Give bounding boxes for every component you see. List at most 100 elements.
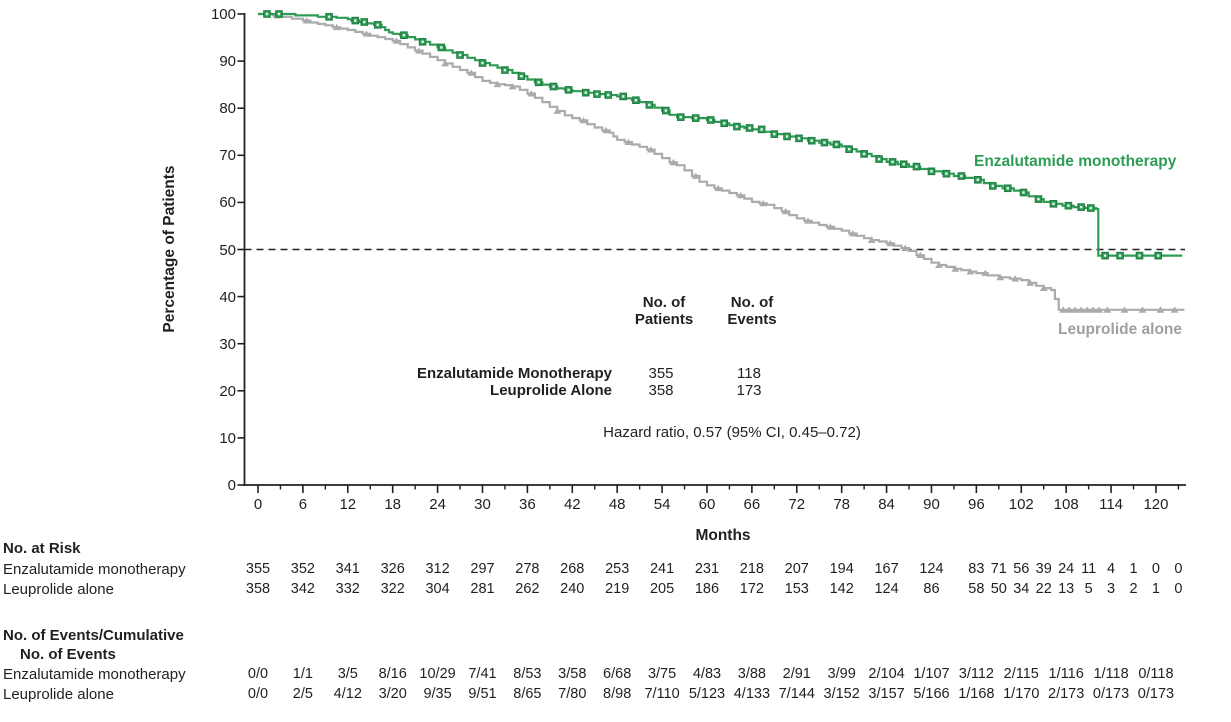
x-tick-label: 120 [1143,496,1169,513]
y-axis-title: Percentage of Patients [161,165,178,333]
at-risk-value-enzalutamide: 1 [1129,561,1138,577]
inset-header-events-line1: No. of [730,294,774,311]
censor-mark-triangle [646,146,655,153]
x-tick-label: 84 [878,496,895,513]
censor-mark-triangle [414,47,423,54]
at-risk-value-leuprolide: 358 [245,581,271,597]
events-value-leuprolide: 2/5 [292,686,313,702]
censor-mark-triangle [1059,306,1068,313]
x-tick-label: 90 [923,496,940,513]
x-tick-label: 24 [429,496,446,513]
censor-mark-triangle [624,138,633,146]
at-risk-value-leuprolide: 50 [990,581,1007,597]
inset-enza-events: 118 [737,365,761,382]
x-tick-label: 36 [519,496,536,513]
events-value-leuprolide: 0/0 [247,686,269,702]
events-value-enzalutamide: 8/53 [513,666,542,682]
events-value-enzalutamide: 4/83 [692,666,722,682]
at-risk-row-label-leuprolide: Leuprolide alone [3,581,114,598]
inset-header-patients-line1: No. of [642,294,686,311]
events-value-leuprolide: 9/51 [468,686,497,702]
events-value-enzalutamide: 7/41 [468,666,497,682]
events-value-enzalutamide: 0/0 [247,666,269,682]
x-tick-label: 48 [608,496,626,513]
at-risk-value-enzalutamide: 268 [560,561,585,577]
at-risk-value-enzalutamide: 83 [968,561,985,577]
at-risk-value-enzalutamide: 297 [470,561,495,577]
at-risk-value-leuprolide: 205 [649,581,675,597]
curve-leuprolide [258,12,1185,311]
censor-mark-triangle [901,244,910,251]
at-risk-value-leuprolide: 5 [1084,581,1093,597]
censor-mark-triangle [579,117,588,124]
events-value-leuprolide: 4/133 [733,686,771,702]
censor-mark-triangle [886,239,895,247]
inset-header-patients-line2: Patients [634,311,694,328]
at-risk-value-leuprolide: 142 [829,581,854,597]
inset-leup-patients: 358 [648,382,674,399]
at-risk-value-leuprolide: 86 [923,581,940,597]
events-value-leuprolide: 7/144 [778,686,815,702]
at-risk-value-leuprolide: 322 [380,581,405,597]
censor-mark-triangle [1095,306,1103,313]
x-tick-label: 72 [788,496,806,513]
events-value-leuprolide: 7/80 [558,686,587,702]
at-risk-value-leuprolide: 1 [1151,581,1160,597]
events-value-leuprolide: 0/173 [1137,686,1175,702]
events-value-enzalutamide: 3/75 [647,666,677,682]
censor-mark-triangle [1065,306,1074,313]
events-value-enzalutamide: 1/1 [292,666,313,682]
events-value-leuprolide: 2/173 [1048,686,1085,702]
at-risk-value-enzalutamide: 39 [1035,561,1052,577]
hazard-ratio-text: Hazard ratio, 0.57 (95% CI, 0.45–0.72) [603,424,861,441]
censor-mark-triangle [362,30,371,37]
events-value-enzalutamide: 8/16 [378,666,407,682]
at-risk-value-enzalutamide: 167 [874,561,899,577]
at-risk-value-enzalutamide: 56 [1013,561,1030,577]
censor-mark-triangle [867,236,876,243]
events-value-enzalutamide: 1/116 [1048,666,1084,682]
at-risk-value-enzalutamide: 0 [1151,561,1160,577]
km-plot [237,10,1186,493]
y-tick-label: 80 [219,100,236,118]
events-value-enzalutamide: 2/104 [868,666,905,682]
events-value-enzalutamide: 10/29 [419,666,456,682]
censor-mark-triangle [804,217,812,224]
x-tick-label: 108 [1053,496,1079,513]
inset-row-label-enzalutamide: Enzalutamide Monotherapy [416,365,612,382]
at-risk-value-leuprolide: 281 [470,581,495,597]
events-value-enzalutamide: 3/58 [558,666,587,682]
events-value-leuprolide: 5/123 [688,686,726,702]
x-tick-label: 6 [298,496,308,513]
events-value-leuprolide: 8/98 [603,686,632,702]
censor-mark-triangle [916,251,925,259]
censor-mark-triangle [1026,279,1035,286]
events-value-enzalutamide: 3/5 [337,666,358,682]
at-risk-value-enzalutamide: 4 [1107,561,1116,577]
events-value-leuprolide: 7/110 [644,686,680,702]
censor-mark-triangle [1083,306,1092,313]
at-risk-value-enzalutamide: 341 [335,561,360,577]
censor-mark-triangle [602,126,610,134]
censor-mark-triangle [553,107,562,114]
events-value-leuprolide: 4/12 [333,686,362,702]
y-tick-label: 20 [219,382,236,400]
censor-mark-triangle [1039,284,1048,292]
at-risk-value-leuprolide: 219 [605,581,630,597]
events-value-leuprolide: 1/170 [1003,686,1040,702]
censor-mark-triangle [714,184,723,192]
at-risk-value-leuprolide: 2 [1129,581,1138,597]
censor-mark-triangle [1077,306,1086,313]
y-tick-label: 40 [219,288,236,306]
series-label-enzalutamide: Enzalutamide monotherapy [974,153,1177,170]
at-risk-value-leuprolide: 332 [335,581,360,597]
x-tick-label: 30 [474,496,491,513]
at-risk-row-label-enzalutamide: Enzalutamide monotherapy [3,561,186,578]
at-risk-heading: No. at Risk [3,540,81,557]
at-risk-value-leuprolide: 22 [1035,581,1052,597]
censor-mark-triangle [669,158,678,166]
at-risk-value-enzalutamide: 124 [919,561,944,577]
censor-mark-triangle [736,191,745,199]
events-value-leuprolide: 8/65 [513,686,542,702]
censor-mark-triangle [1120,306,1129,313]
